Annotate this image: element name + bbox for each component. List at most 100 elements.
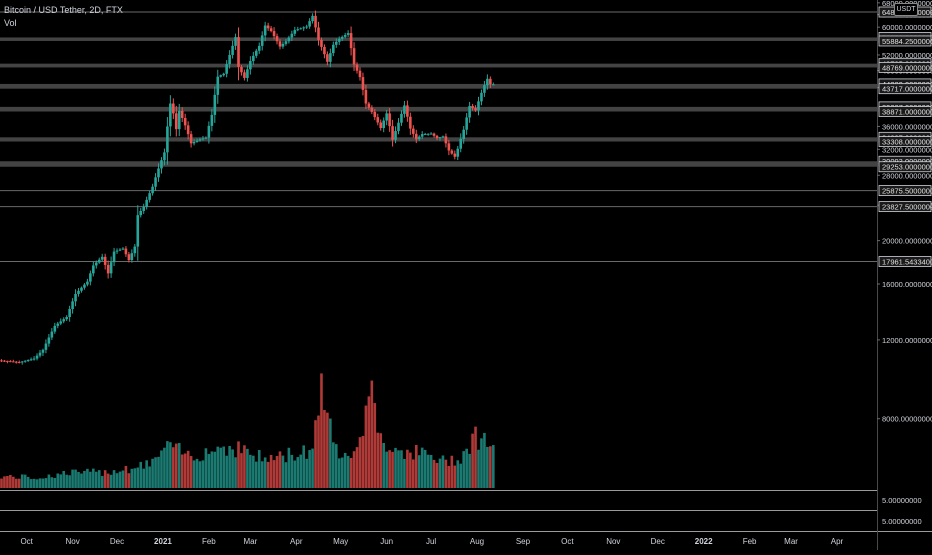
volume-bar [89,471,92,488]
candle-body [198,139,202,141]
candle-body [438,137,442,139]
candle-body [477,101,480,111]
price-tick-label: 36000.00000000 [882,122,932,131]
candle-body [281,43,285,47]
volume-bar [136,467,140,488]
candle-body [252,55,255,62]
volume-bar [373,403,377,488]
time-tick-label: 2022 [695,537,713,546]
volume-bar [9,474,12,488]
level-label-box [878,35,932,47]
volume-bar [358,437,362,488]
volume-bar [100,475,104,488]
candle-body [47,337,51,344]
candle-body [160,160,163,169]
level-label-box [878,83,932,95]
candle-body [305,26,308,28]
candle-body [216,76,220,95]
volume-bar [459,463,463,488]
candle-body [26,360,30,362]
volume-bar [447,465,451,488]
candle-body [314,15,317,28]
candle-body [6,360,9,362]
time-tick-label: Oct [561,537,574,546]
level-labels: 64860.0000000056906.0000000055884.250000… [878,6,932,267]
volume-bar [266,461,270,488]
volume-bar [160,450,163,488]
candle-body [323,46,326,55]
price-tick-label: 52000.00000000 [882,51,932,60]
volume-bar [441,455,445,488]
candle-body [213,94,217,115]
level-label: 48769.00000000 [882,63,932,72]
sr-zone [0,63,877,68]
volume-bar [112,470,116,488]
volume-bar [231,449,234,488]
volume-bar [492,445,495,488]
volume-bar [400,450,403,488]
volume-bar [6,475,9,488]
volume-bar [172,447,175,488]
volume-bars [0,373,495,488]
candle-body [77,290,80,294]
currency-button[interactable]: USDT [894,3,918,16]
candle-body [373,111,377,118]
volume-bar [83,470,86,488]
candle-body [142,206,145,211]
candle-body [376,117,380,123]
price-tick-label: 16000.00000000 [882,280,932,289]
volume-bar [3,476,6,488]
candle-body [68,309,71,318]
volume-bar [284,462,288,488]
volume-bar [222,446,225,488]
candle-body [337,38,341,42]
volume-bar [234,457,237,488]
price-tick-label: 28000.00000000 [882,171,932,180]
candle-body [112,251,116,263]
candle-body [177,110,181,130]
candle-body [17,361,21,363]
volume-bar [252,455,255,488]
volume-bar [183,453,187,488]
candle-body [385,113,388,121]
candle-body [426,133,430,135]
indicator-scale-label: 5.00000000 [882,517,922,526]
volume-bar [340,457,344,488]
volume-bar [364,405,368,488]
volume-bar [329,418,332,488]
time-tick-label: Mar [243,537,257,546]
candle-body [453,153,457,157]
volume-bar [438,458,442,488]
candle-body [154,177,157,187]
candle-body [35,355,39,359]
candle-body [266,25,270,29]
candle-body [317,27,320,40]
candle-body [412,128,415,134]
volume-bar [334,444,338,488]
candle-body [12,361,15,363]
level-label: 23827.50000000 [882,203,932,212]
candle-body [80,287,83,291]
candle-body [364,89,368,104]
volume-bar [71,469,74,488]
volume-bar [320,373,323,488]
candle-body [163,152,166,161]
volume-bar [305,458,308,488]
time-tick-label: Jun [380,537,393,546]
volume-bar [59,474,63,488]
volume-bar [317,415,320,488]
volume-bar [376,432,380,488]
candle-body [71,301,74,310]
candle-body [420,134,424,137]
candle-body [346,33,350,35]
volume-bar [228,445,231,488]
candle-body [103,256,107,265]
candle-body [44,343,48,350]
candle-body [201,138,205,140]
time-tick-label: Apr [290,537,303,546]
candle-body [355,64,359,71]
volume-bar [417,455,421,488]
candle-body [86,281,89,285]
time-tick-label: Mar [784,537,798,546]
